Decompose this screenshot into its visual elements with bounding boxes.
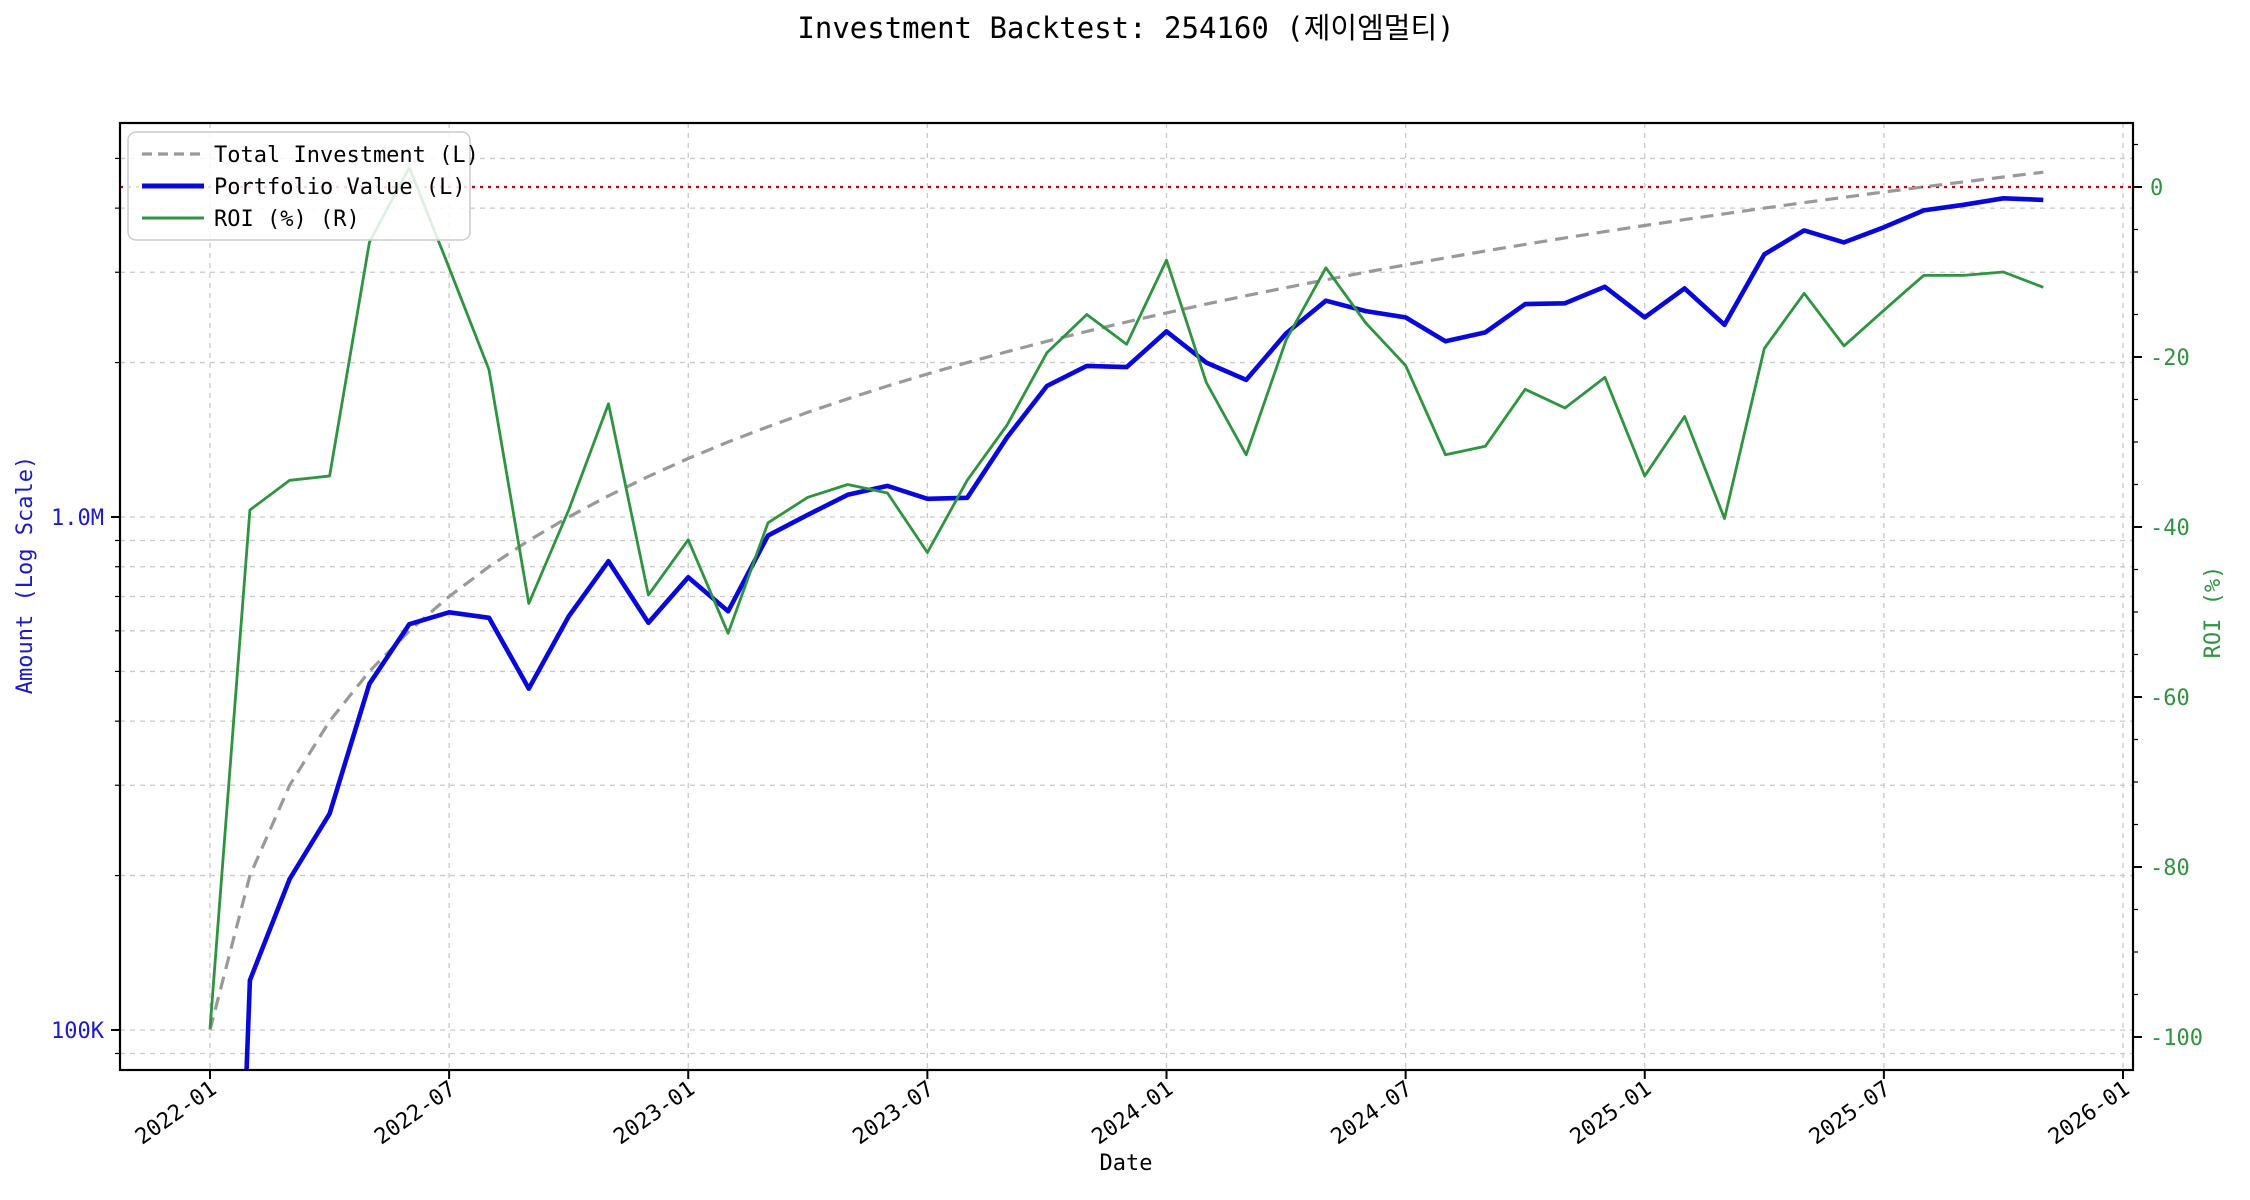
x-tick-label: 2022-01 xyxy=(131,1076,221,1150)
legend-item-portfolio: Portfolio Value (L) xyxy=(142,175,466,200)
x-axis-label: Date xyxy=(1100,1151,1153,1176)
chart-title: Investment Backtest: 254160 (제이엠멀티) xyxy=(797,11,1454,45)
series-lines xyxy=(120,165,2133,1070)
portfolio-line xyxy=(244,196,2044,1070)
y-right-tick-label: -80 xyxy=(2150,856,2190,881)
roi-line xyxy=(208,165,2044,1029)
investment-line xyxy=(208,170,2044,1031)
gridlines xyxy=(120,123,2133,1070)
x-tick-label: 2022-07 xyxy=(370,1076,460,1150)
legend-box xyxy=(127,131,471,241)
y-right-tick-label: 0 xyxy=(2150,176,2163,201)
x-tick-label: 2023-01 xyxy=(609,1076,699,1150)
y-axis-left-label: Amount (Log Scale) xyxy=(13,456,38,694)
x-tick-label: 2023-07 xyxy=(849,1076,939,1150)
legend-label: Portfolio Value (L) xyxy=(214,175,466,200)
y-right-tick-label: -60 xyxy=(2150,686,2190,711)
legend: Total Investment (L) Portfolio Value (L) R… xyxy=(127,131,479,241)
y-right-tick-label: -100 xyxy=(2150,1026,2203,1051)
legend-item-roi: ROI (%) (R) xyxy=(142,207,360,232)
y-axis-right-label: ROI (%) xyxy=(2201,566,2226,659)
x-tick-label: 2024-01 xyxy=(1088,1076,1178,1150)
y-left-tick-label: 1.0M xyxy=(51,506,104,531)
y-left-tick-label: 100K xyxy=(51,1019,105,1044)
x-tick-label: 2025-01 xyxy=(1566,1076,1656,1150)
x-tick-label: 2025-07 xyxy=(1805,1076,1895,1150)
legend-label: ROI (%) (R) xyxy=(214,207,360,232)
axes: 1.0M 100K 0 -20 -40 -60 -80 -100 2022-01 2022-07 2… xyxy=(51,121,2203,1150)
x-tick-label: 2026-01 xyxy=(2044,1076,2134,1150)
legend-item-investment: Total Investment (L) xyxy=(142,143,479,168)
y-right-tick-label: -40 xyxy=(2150,516,2190,541)
y-right-tick-label: -20 xyxy=(2150,346,2190,371)
legend-label: Total Investment (L) xyxy=(214,143,479,168)
x-tick-label: 2024-07 xyxy=(1327,1076,1417,1150)
